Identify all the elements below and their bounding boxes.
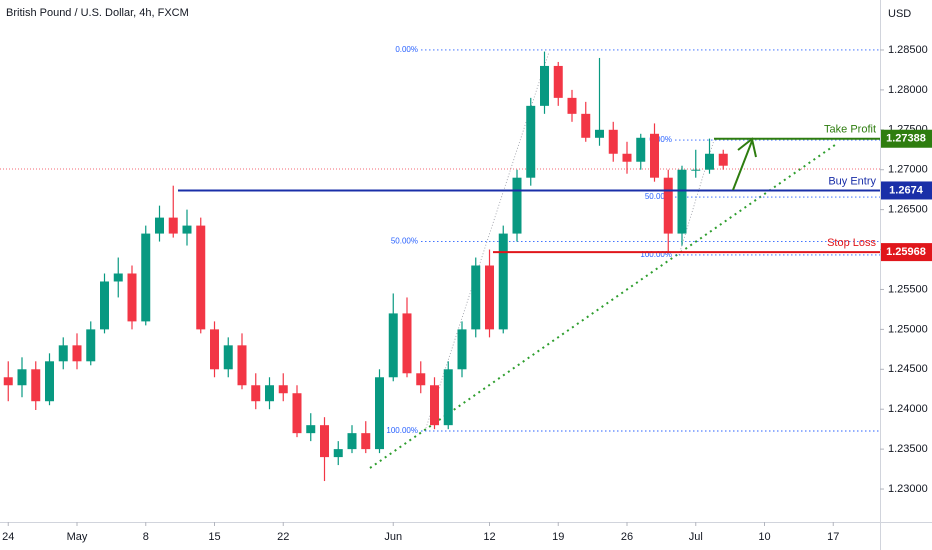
fib-label: 0.00%: [649, 135, 672, 144]
x-tick-label: 10: [758, 531, 770, 543]
price-tag-label: 1.27388: [886, 133, 926, 145]
y-tick-label: 1.23000: [888, 483, 928, 495]
candle-body: [471, 265, 481, 330]
candle-body: [718, 153, 728, 166]
candle-body: [86, 329, 96, 362]
candle-body: [457, 329, 467, 370]
x-tick-label: 15: [208, 531, 220, 543]
y-tick-label: 1.28000: [888, 84, 928, 96]
candle-body: [100, 281, 109, 330]
candle-body: [72, 345, 82, 362]
candle-body: [3, 377, 13, 386]
candle-body: [608, 129, 618, 154]
x-tick-label: Jul: [689, 531, 703, 543]
candle-body: [705, 153, 714, 170]
x-tick-label: Jun: [384, 531, 402, 543]
fib-label: 50.00%: [645, 192, 672, 201]
candle-body: [347, 433, 357, 450]
candle-body: [636, 137, 646, 162]
candle-body: [691, 169, 701, 171]
y-tick-label: 1.24500: [888, 363, 928, 375]
x-tick-label: 24: [2, 531, 14, 543]
candle-body: [265, 385, 274, 402]
candle-body: [498, 233, 508, 330]
x-tick-label: 8: [143, 531, 149, 543]
y-tick-label: 1.28500: [888, 44, 928, 56]
candle-body: [251, 385, 261, 402]
candle-body: [278, 385, 288, 394]
candle-body: [182, 225, 192, 234]
price-tag-label: 1.25968: [886, 246, 926, 258]
candle-body: [443, 369, 453, 426]
level-name: Buy Entry: [828, 175, 876, 187]
price-tag: [881, 243, 932, 262]
candle-body: [677, 169, 687, 234]
trend-line: [369, 144, 836, 469]
candle-body: [196, 225, 206, 330]
candle-body: [402, 313, 412, 374]
arrow: [732, 140, 753, 191]
candle-body: [595, 129, 604, 138]
candle-body: [361, 433, 371, 450]
candle-body: [45, 361, 54, 402]
candle-body: [127, 273, 137, 322]
fib-label: 100.00%: [386, 426, 418, 435]
candle-body: [333, 449, 343, 458]
y-tick-label: 1.26500: [888, 204, 928, 216]
x-tick-label: 17: [827, 531, 839, 543]
candle-body: [416, 373, 426, 386]
x-tick-label: 12: [483, 531, 495, 543]
candle-body: [113, 273, 123, 282]
candle-body: [540, 65, 549, 106]
candle-body: [320, 425, 329, 458]
level-name: Take Profit: [824, 124, 876, 136]
candle-body: [17, 369, 27, 386]
candle-body: [58, 345, 68, 362]
x-tick-label: 22: [277, 531, 289, 543]
arrow-head: [737, 137, 757, 158]
currency-label: USD: [888, 8, 911, 20]
x-tick-label: May: [67, 531, 88, 543]
candle-body: [375, 377, 384, 450]
candle-body: [210, 329, 219, 370]
price-tag: [881, 129, 932, 148]
fib-label: 50.00%: [391, 237, 418, 246]
candle-body: [663, 177, 673, 234]
fib-label: 100.00%: [640, 250, 672, 259]
price-tag-label: 1.2674: [889, 184, 924, 196]
y-tick-label: 1.24000: [888, 403, 928, 415]
candle-body: [237, 345, 247, 386]
candle-body: [622, 153, 632, 162]
candle-body: [155, 217, 164, 234]
x-tick-label: 19: [552, 531, 564, 543]
candle-body: [306, 425, 316, 434]
candle-body: [553, 65, 563, 98]
chart-title: British Pound / U.S. Dollar, 4h, FXCM: [6, 7, 189, 19]
fib-label: 0.00%: [395, 45, 418, 54]
x-tick-label: 26: [621, 531, 633, 543]
candle-body: [223, 345, 233, 370]
fib-trend: [424, 51, 550, 432]
y-tick-label: 1.25500: [888, 283, 928, 295]
y-tick-label: 1.23500: [888, 443, 928, 455]
candle-body: [141, 233, 151, 322]
candle-body: [567, 97, 577, 114]
candle-body: [485, 265, 494, 330]
candle-body: [526, 105, 536, 178]
level-name: Stop Loss: [827, 237, 876, 249]
price-tag: [881, 181, 932, 200]
candle-body: [31, 369, 41, 402]
candle-body: [581, 113, 591, 138]
candle-body: [430, 385, 439, 426]
candle-body: [388, 313, 398, 378]
y-tick-label: 1.27000: [888, 164, 928, 176]
candle-body: [168, 217, 178, 234]
fib-trend: [678, 139, 715, 256]
candle-body: [292, 393, 302, 434]
candle-body: [512, 177, 522, 234]
y-tick-label: 1.25000: [888, 323, 928, 335]
candle-body: [650, 133, 659, 178]
